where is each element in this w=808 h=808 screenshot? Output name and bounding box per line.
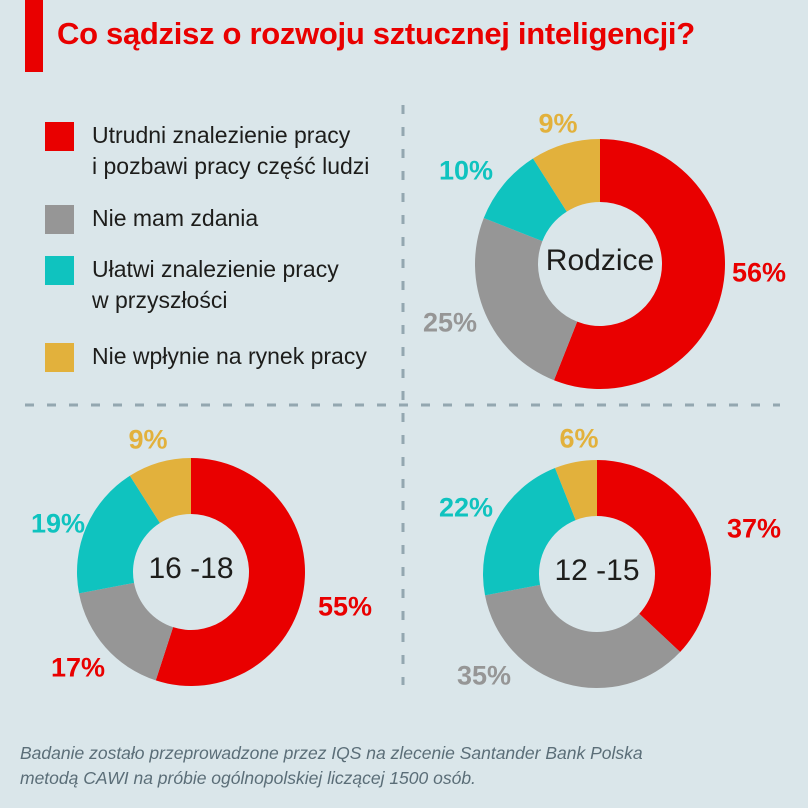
donut-segment: [485, 584, 681, 689]
source-note-line: Badanie zostało przeprowadzone przez IQS…: [20, 743, 643, 763]
donut-segment: [533, 139, 600, 212]
data-label: 37%: [726, 513, 782, 544]
legend-item-harder-to-find-work: Utrudni znalezienie pracy i pozbawi prac…: [45, 120, 369, 182]
title-accent-bar: [25, 0, 43, 72]
page-title: Co sądzisz o rozwoju sztucznej inteligen…: [57, 16, 695, 51]
legend-label: Nie mam zdania: [92, 203, 258, 234]
data-label: 19%: [30, 508, 86, 539]
donut-segment: [475, 217, 578, 381]
legend-label: Nie wpłynie na rynek pracy: [92, 341, 367, 372]
legend-label-line: Nie mam zdania: [92, 205, 259, 231]
donut-segment: [555, 460, 597, 521]
data-label: 25%: [422, 307, 478, 338]
legend-swatch-teal: [45, 256, 74, 285]
legend-item-no-impact: Nie wpłynie na rynek pracy: [45, 341, 367, 372]
source-note: Badanie zostało przeprowadzone przez IQS…: [20, 741, 643, 791]
legend-label: Utrudni znalezienie pracy i pozbawi prac…: [92, 120, 369, 182]
donut-center-label-rodzice: Rodzice: [545, 244, 655, 277]
source-note-line: metodą CAWI na próbie ogólnopolskiej lic…: [20, 768, 476, 788]
legend-swatch-gold: [45, 343, 74, 372]
legend-label-line: w przyszłości: [92, 287, 228, 313]
data-label: 9%: [538, 108, 578, 139]
donut-segment: [483, 158, 567, 242]
data-label: 55%: [317, 591, 373, 622]
data-label: 10%: [438, 155, 494, 186]
legend-label-line: Utrudni znalezienie pracy: [92, 122, 351, 148]
legend-label-line: Nie wpłynie na rynek pracy: [92, 343, 367, 369]
legend-item-no-opinion: Nie mam zdania: [45, 203, 258, 234]
legend-label-line: i pozbawi pracy część ludzi: [92, 153, 370, 179]
data-label: 56%: [731, 257, 787, 288]
donut-center-label-12-15: 12 -15: [554, 554, 640, 587]
donut-segment: [129, 458, 191, 524]
data-label: 17%: [50, 652, 106, 683]
donut-center-label-16-18: 16 -18: [148, 552, 234, 585]
legend-label-line: Ułatwi znalezienie pracy: [92, 256, 339, 282]
legend-item-easier-to-find-work: Ułatwi znalezienie pracy w przyszłości: [45, 254, 339, 316]
data-label: 9%: [128, 424, 168, 455]
data-label: 6%: [559, 423, 599, 454]
legend-label: Ułatwi znalezienie pracy w przyszłości: [92, 254, 339, 316]
legend-swatch-red: [45, 122, 74, 151]
data-label: 35%: [456, 660, 512, 691]
data-label: 22%: [438, 492, 494, 523]
legend-swatch-gray: [45, 205, 74, 234]
